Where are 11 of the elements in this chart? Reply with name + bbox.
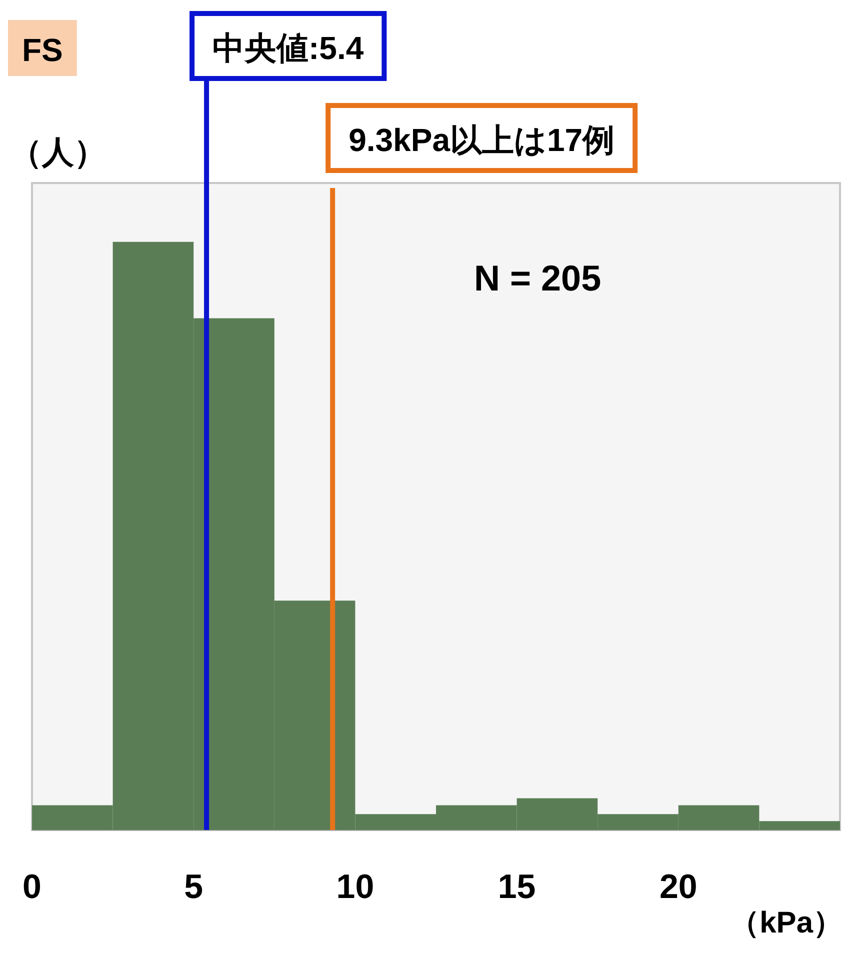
y-axis-title: （人）: [10, 134, 106, 170]
annotation: N = 205: [474, 258, 602, 298]
ref-line-label: 9.3kPa以上は17例: [348, 122, 615, 158]
x-tick-label: 10: [336, 868, 374, 906]
x-tick-label: 15: [498, 868, 536, 906]
x-tick-label: 5: [184, 868, 204, 906]
ref-line-label: 中央値:5.4: [212, 30, 364, 66]
x-tick-label: 0: [22, 868, 42, 906]
chart-title: FS: [22, 32, 63, 68]
x-axis-title: （kPa）: [730, 906, 844, 940]
x-tick-label: 20: [659, 868, 698, 906]
